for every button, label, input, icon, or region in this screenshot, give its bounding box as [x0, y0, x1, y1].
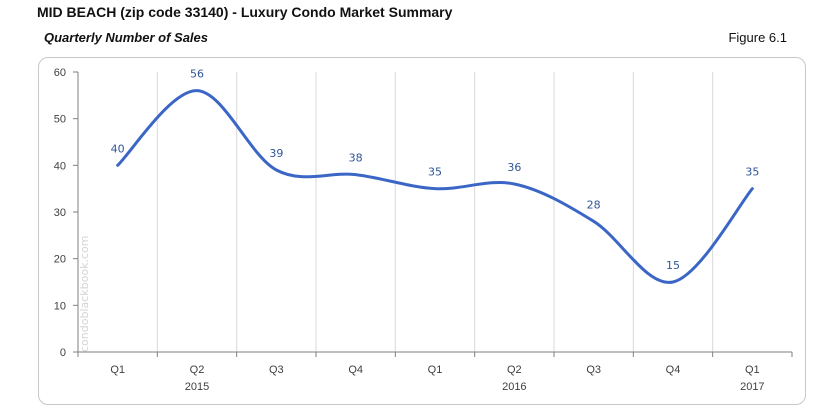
data-label: 38 — [349, 152, 363, 165]
data-point — [354, 173, 357, 176]
series-layer — [116, 89, 754, 284]
data-label: 28 — [587, 198, 601, 211]
data-label: 36 — [507, 161, 521, 174]
data-point — [513, 182, 516, 186]
chart-frame — [38, 57, 806, 405]
chart-subtitle: Quarterly Number of Sales — [44, 30, 208, 45]
data-point — [195, 89, 199, 92]
x-tick-label: Q4 — [348, 364, 363, 376]
x-tick-label: Q3 — [586, 364, 601, 376]
x-tick-label: Q2 — [190, 364, 205, 376]
x-tick-label: Q1 — [110, 364, 125, 376]
x-year-label: 2016 — [502, 381, 526, 393]
grid-layer — [156, 72, 714, 352]
data-label: 40 — [111, 142, 125, 155]
y-tick-label: 10 — [54, 300, 66, 312]
data-point — [751, 187, 754, 190]
y-tick-label: 60 — [54, 67, 66, 79]
y-tick-label: 0 — [60, 347, 66, 359]
x-tick-label: Q3 — [269, 364, 284, 376]
data-label: 35 — [745, 166, 759, 179]
data-point — [433, 187, 437, 190]
x-tick-label: Q1 — [745, 364, 760, 376]
figure-label: Figure 6.1 — [728, 30, 787, 45]
y-tick-label: 30 — [54, 207, 66, 219]
watermark-text: condoblackbook.com — [78, 236, 91, 352]
y-tick-label: 20 — [54, 254, 66, 266]
x-year-label: 2017 — [740, 381, 764, 393]
data-point — [116, 164, 119, 167]
page-title: MID BEACH (zip code 33140) - Luxury Cond… — [37, 4, 453, 20]
x-tick-label: Q1 — [428, 364, 443, 376]
x-tick-label: Q4 — [666, 364, 681, 376]
data-point — [671, 280, 675, 284]
x-year-label: 2015 — [185, 381, 209, 393]
y-tick-label: 50 — [54, 114, 66, 126]
axis-layer: 0 10 20 30 40 50 60 Q1 Q2 Q3 Q4 Q1 Q2 Q3 Q4 Q1 2015 2016 2… — [54, 67, 793, 393]
y-tick-label: 40 — [54, 160, 66, 172]
data-label: 39 — [269, 147, 283, 160]
data-label: 35 — [428, 166, 442, 179]
series-line — [116, 89, 754, 284]
data-label: 15 — [666, 259, 680, 272]
data-point — [592, 220, 595, 223]
data-label-layer: 40 56 39 38 35 36 28 15 35 — [111, 68, 760, 272]
data-label: 56 — [190, 68, 204, 81]
x-tick-label: Q2 — [507, 364, 522, 376]
data-point — [275, 168, 278, 172]
